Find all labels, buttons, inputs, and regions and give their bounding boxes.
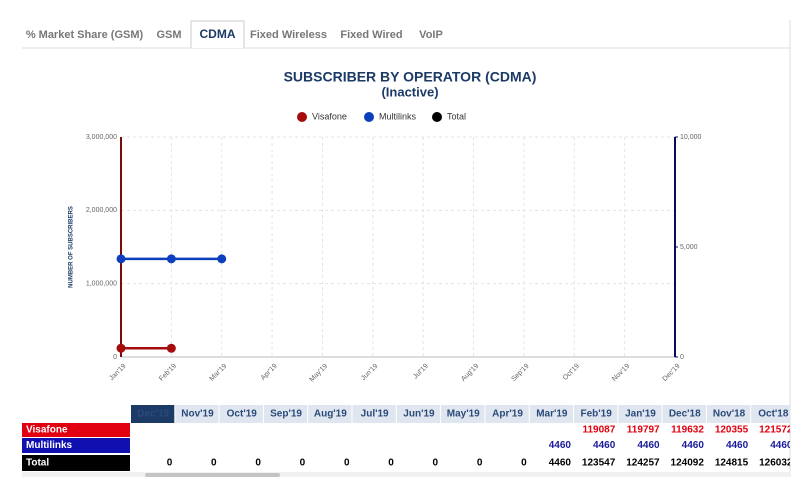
x-tick-label: Apr'19 — [260, 363, 279, 382]
x-tick-label: Jul'19 — [412, 363, 430, 381]
column-header: Sep'19 — [270, 409, 302, 420]
y-tick-label: 0 — [113, 354, 117, 361]
data-point — [167, 254, 176, 263]
chart-title: SUBSCRIBER BY OPERATOR (CDMA) — [284, 69, 537, 85]
table-cell: 124092 — [671, 458, 705, 469]
table-cell: 4460 — [770, 440, 793, 451]
table-cell: 0 — [433, 458, 439, 469]
x-tick-label: May'19 — [308, 363, 329, 384]
column-header: Jun'19 — [403, 409, 435, 420]
column-header: Oct'18 — [758, 409, 789, 420]
table-cell: 0 — [344, 458, 350, 469]
column-header: Dec'19 — [137, 409, 169, 420]
x-tick-label: Aug'19 — [460, 363, 480, 383]
table-cell: 4460 — [549, 440, 572, 451]
y-axis-label: NUMBER OF SUBSCRIBERS — [69, 206, 75, 288]
table-cell: 0 — [255, 458, 261, 469]
scrollbar-thumb[interactable] — [145, 473, 280, 477]
y2-tick-label: 10,000 — [680, 134, 702, 141]
scrollbar-track[interactable] — [22, 472, 790, 477]
row-header: Total — [26, 458, 49, 469]
column-header: Apr'19 — [492, 409, 523, 420]
y-tick-label: 1,000,000 — [86, 281, 117, 288]
legend-label: Multilinks — [379, 111, 417, 121]
table-cell: 120355 — [715, 425, 749, 436]
column-header: May'19 — [447, 409, 480, 420]
tab[interactable]: % Market Share (GSM) — [26, 29, 144, 41]
y-tick-label: 2,000,000 — [86, 207, 117, 214]
column-header: Dec'18 — [669, 409, 701, 420]
table-cell: 123547 — [582, 458, 616, 469]
data-point — [167, 344, 176, 353]
x-tick-label: Oct'19 — [562, 363, 581, 382]
tab[interactable]: Fixed Wired — [340, 29, 402, 41]
y2-tick-label: 5,000 — [680, 244, 698, 251]
column-header: Feb'19 — [581, 409, 613, 420]
table-cell: 4460 — [637, 440, 660, 451]
y2-tick-label: 0 — [680, 354, 684, 361]
table-cell: 4460 — [549, 458, 572, 469]
x-tick-label: Sep'19 — [510, 363, 530, 383]
table-cell: 4460 — [726, 440, 749, 451]
table-cell: 124815 — [715, 458, 749, 469]
row-header: Visafone — [26, 425, 68, 436]
tab[interactable]: GSM — [156, 29, 181, 41]
table-cell: 121572 — [759, 425, 793, 436]
legend-label: Visafone — [312, 111, 347, 121]
table-cell: 124257 — [626, 458, 660, 469]
x-tick-label: Feb'19 — [158, 363, 178, 383]
table-cell: 4460 — [593, 440, 616, 451]
data-point — [117, 254, 126, 263]
x-tick-label: Dec'19 — [662, 363, 682, 383]
x-tick-label: Mar'19 — [209, 363, 229, 383]
legend-marker — [432, 112, 442, 122]
x-tick-label: Jan'19 — [108, 363, 127, 382]
table-cell: 4460 — [682, 440, 705, 451]
table-cell: 0 — [300, 458, 306, 469]
column-header: Aug'19 — [314, 409, 347, 420]
table-cell: 0 — [521, 458, 527, 469]
column-header: Nov'19 — [181, 409, 214, 420]
row-header: Multilinks — [26, 440, 73, 451]
table-cell: 119632 — [671, 425, 704, 436]
column-header: Oct'19 — [227, 409, 258, 420]
legend-marker — [297, 112, 307, 122]
column-header: Nov'18 — [713, 409, 746, 420]
table-cell: 0 — [477, 458, 483, 469]
column-header: Jul'19 — [361, 409, 389, 420]
table-cell: 0 — [167, 458, 173, 469]
x-tick-label: Jun'19 — [360, 363, 379, 382]
legend-marker — [364, 112, 374, 122]
tab[interactable]: CDMA — [200, 27, 236, 41]
table-cell: 119087 — [582, 425, 615, 436]
chart-subtitle: (Inactive) — [381, 84, 438, 99]
tab[interactable]: Fixed Wireless — [250, 29, 327, 41]
data-point — [217, 254, 226, 263]
column-header: Jan'19 — [625, 409, 656, 420]
y-tick-label: 3,000,000 — [86, 134, 117, 141]
data-point — [117, 344, 126, 353]
table-cell: 126032 — [759, 458, 793, 469]
x-tick-label: Nov'19 — [611, 363, 631, 383]
table-cell: 119797 — [627, 425, 660, 436]
table-cell: 0 — [211, 458, 217, 469]
table-cell: 0 — [388, 458, 394, 469]
tab[interactable]: VoIP — [419, 29, 443, 41]
legend-label: Total — [447, 111, 466, 121]
column-header: Mar'19 — [536, 409, 568, 420]
